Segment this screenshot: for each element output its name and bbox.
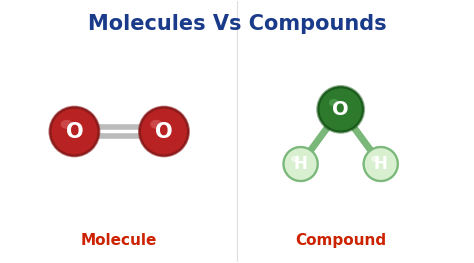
Ellipse shape [364,147,398,181]
Text: H: H [374,155,388,173]
Ellipse shape [48,106,100,157]
Ellipse shape [50,108,99,155]
Text: Molecule: Molecule [81,233,157,248]
Text: Molecules Vs Compounds: Molecules Vs Compounds [88,13,386,33]
Ellipse shape [291,156,300,162]
Ellipse shape [138,106,190,157]
Text: O: O [65,122,83,141]
Text: H: H [294,155,308,173]
Ellipse shape [283,147,318,181]
Text: O: O [155,122,173,141]
Ellipse shape [316,85,365,134]
Ellipse shape [150,120,162,129]
Ellipse shape [329,99,339,107]
Ellipse shape [319,87,363,132]
Ellipse shape [61,120,73,129]
Ellipse shape [371,156,380,162]
Ellipse shape [140,108,188,155]
Ellipse shape [282,146,319,182]
Ellipse shape [362,146,399,182]
Text: Compound: Compound [295,233,386,248]
Text: O: O [332,100,349,119]
